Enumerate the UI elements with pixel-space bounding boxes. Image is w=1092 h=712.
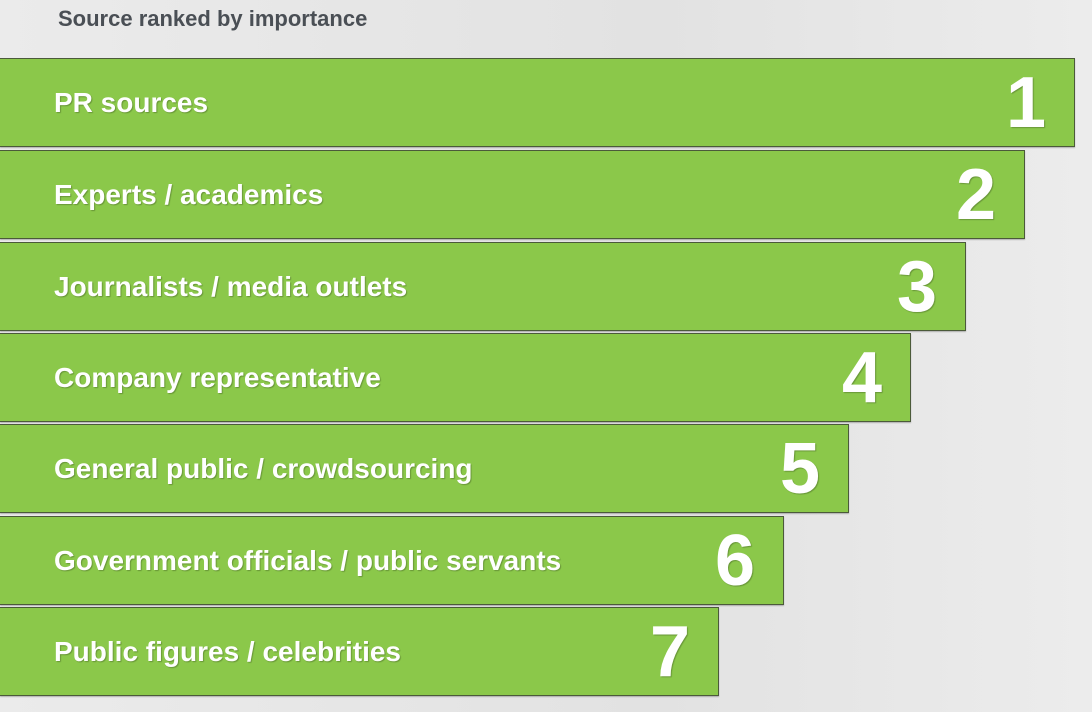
rank-number: 7 bbox=[649, 611, 690, 692]
source-label: PR sources bbox=[54, 86, 209, 118]
source-label: Government officials / public servants bbox=[54, 544, 562, 576]
rank-bar: Company representative 4 bbox=[0, 333, 911, 422]
rank-number: 1 bbox=[1005, 62, 1046, 143]
rank-number: 2 bbox=[955, 154, 996, 235]
title: Source ranked by importance bbox=[58, 6, 368, 31]
rank-bar: Journalists / media outlets 3 bbox=[0, 242, 966, 331]
source-label: Experts / academics bbox=[54, 178, 324, 210]
source-label: General public / crowdsourcing bbox=[54, 452, 473, 484]
rank-number: 3 bbox=[896, 246, 937, 327]
rank-number: 4 bbox=[841, 337, 882, 418]
rank-number: 5 bbox=[779, 428, 820, 509]
source-label: Public figures / celebrities bbox=[54, 635, 402, 667]
source-label: Journalists / media outlets bbox=[54, 270, 408, 302]
rank-bar: Experts / academics 2 bbox=[0, 150, 1025, 239]
rank-bar: General public / crowdsourcing 5 bbox=[0, 424, 849, 513]
rank-bar: Government officials / public servants 6 bbox=[0, 516, 784, 605]
source-label: Company representative bbox=[54, 361, 381, 393]
rank-number: 6 bbox=[714, 520, 755, 601]
rank-bar: Public figures / celebrities 7 bbox=[0, 607, 719, 696]
rank-bar: PR sources 1 bbox=[0, 58, 1075, 147]
